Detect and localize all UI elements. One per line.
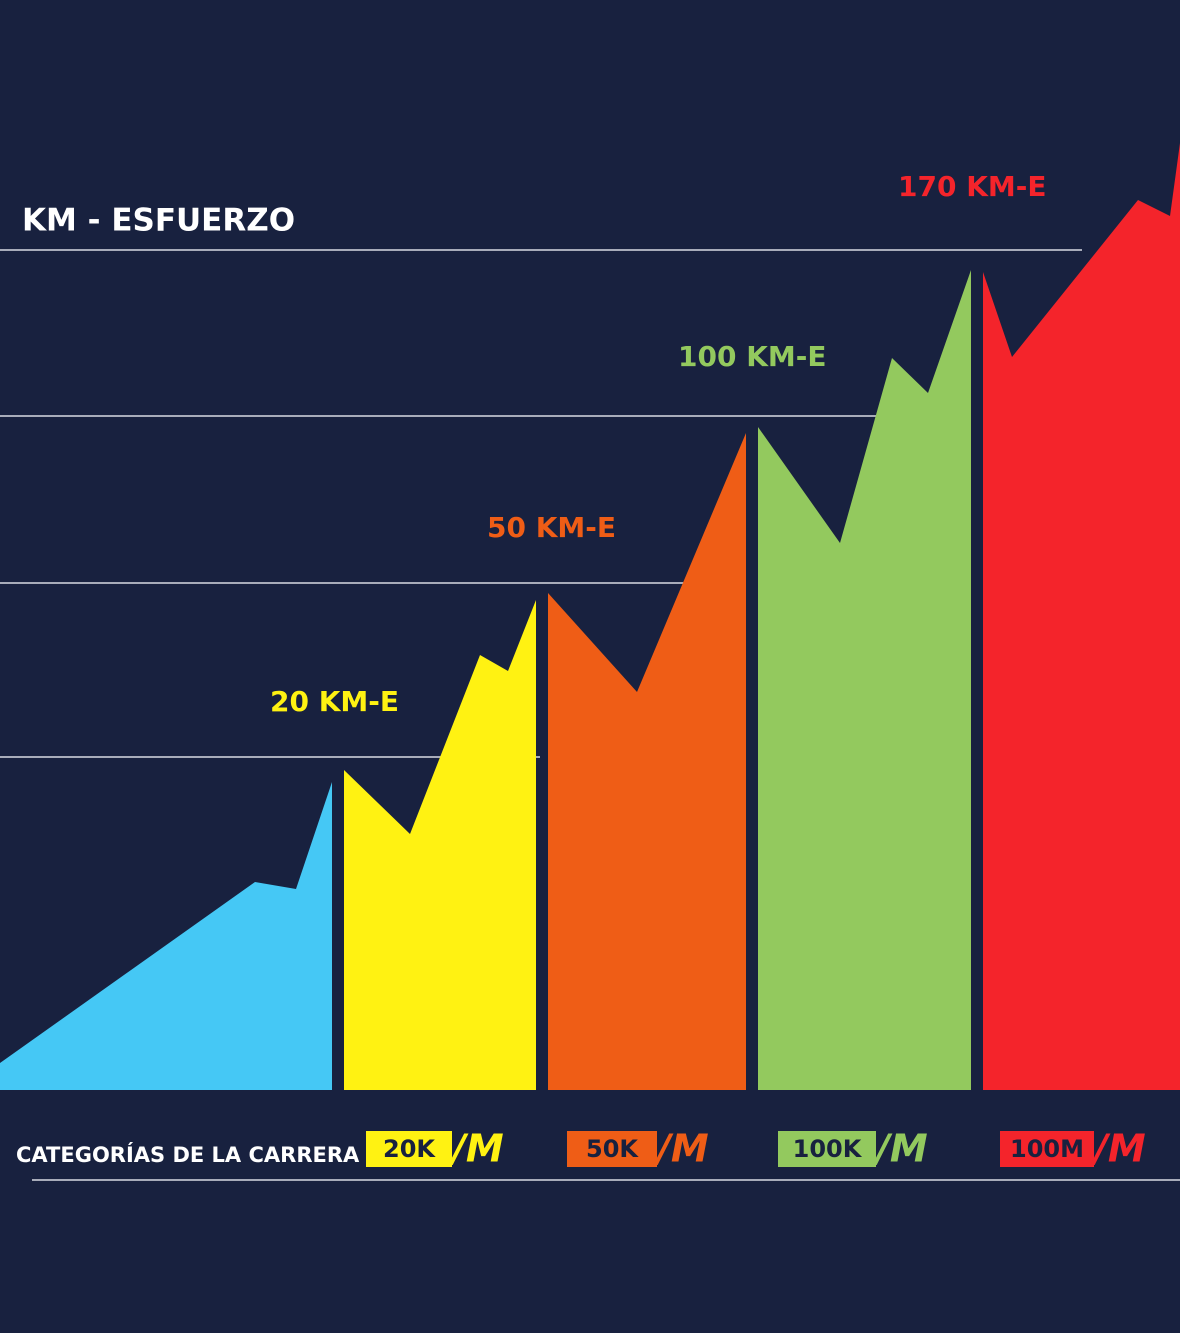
level-label: 50 KM-E: [487, 511, 616, 544]
mountain: [758, 270, 971, 1090]
badge-mark: /M: [448, 1127, 504, 1171]
badge-mark: /M: [872, 1127, 928, 1171]
level-label: 170 KM-E: [898, 170, 1047, 203]
badge-bg: [1000, 1131, 1094, 1167]
badge: 100K: [793, 1135, 863, 1163]
level-label: 100 KM-E: [678, 340, 827, 373]
badge-mark: /M: [653, 1127, 709, 1171]
badge: 100M: [1010, 1135, 1084, 1163]
mountain: [0, 782, 332, 1090]
mountain: [983, 143, 1180, 1090]
footer-label: CATEGORÍAS DE LA CARRERA: [16, 1142, 360, 1167]
mountain: [344, 600, 536, 1090]
badge: 50K: [586, 1135, 639, 1163]
level-label: 20 KM-E: [270, 685, 399, 718]
badge: 20K: [383, 1135, 436, 1163]
title: KM - ESFUERZO: [22, 203, 295, 239]
mountain: [548, 433, 746, 1090]
badge-mark: /M: [1090, 1127, 1146, 1171]
badge-bg: [366, 1131, 452, 1167]
badge-bg: [567, 1131, 657, 1167]
badge-bg: [778, 1131, 876, 1167]
